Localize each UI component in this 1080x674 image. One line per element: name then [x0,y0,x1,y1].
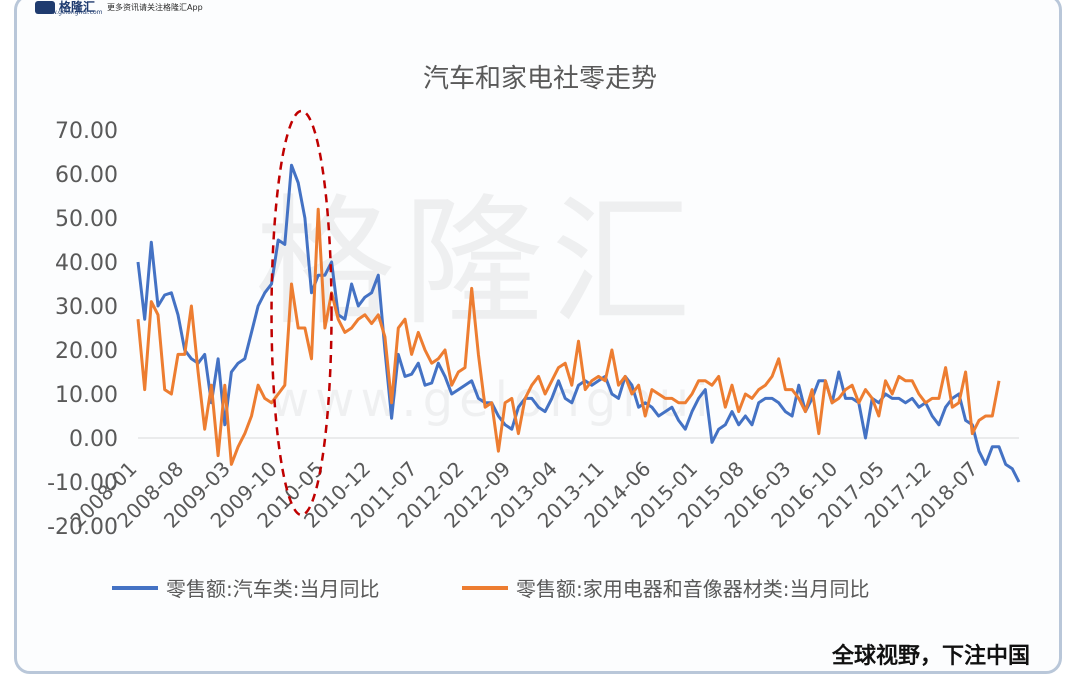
y-tick-label: 50.00 [55,207,118,232]
y-tick-label: -20.00 [47,515,118,540]
legend-item-appliance: 零售额:家用电器和音像器材类:当月同比 [462,573,869,602]
y-tick-label: 70.00 [55,119,118,144]
logo-text: 格隆汇 [59,0,96,14]
y-tick-label: 30.00 [55,295,118,320]
y-tick-label: 40.00 [55,251,118,276]
logo-url: www.gelonghui.com [42,9,103,16]
chart-legend: 零售额:汽车类:当月同比 零售额:家用电器和音像器材类:当月同比 [0,573,1080,602]
y-tick-label: 60.00 [55,163,118,188]
legend-label-auto: 零售额:汽车类:当月同比 [166,577,380,601]
highlight-ellipse [270,109,333,517]
series-line-auto [136,163,1021,483]
logo-mark-icon [35,0,55,14]
promo-text: 更多资讯请关注格隆汇App [107,2,203,12]
y-tick-label: 10.00 [55,383,118,408]
series-line-appliance [136,207,1001,466]
legend-swatch-appliance [462,585,508,590]
y-tick-label: 20.00 [55,339,118,364]
legend-item-auto: 零售额:汽车类:当月同比 [112,573,379,602]
legend-swatch-auto [112,585,158,590]
chart-title: 汽车和家电社零走势 [422,64,657,94]
legend-label-appliance: 零售额:家用电器和音像器材类:当月同比 [516,577,870,601]
y-tick-label: -10.00 [47,471,118,496]
footer-slogan: 全球视野，下注中国 [831,644,1030,669]
y-tick-label: 0.00 [69,427,118,452]
header-bar: 格隆汇 更多资讯请关注格隆汇App [35,0,203,14]
card-frame [14,0,1062,674]
line-chart: -20.00 -10.00 0.00 10.00 20.00 30.00 40.00 50.0… [47,109,1021,540]
